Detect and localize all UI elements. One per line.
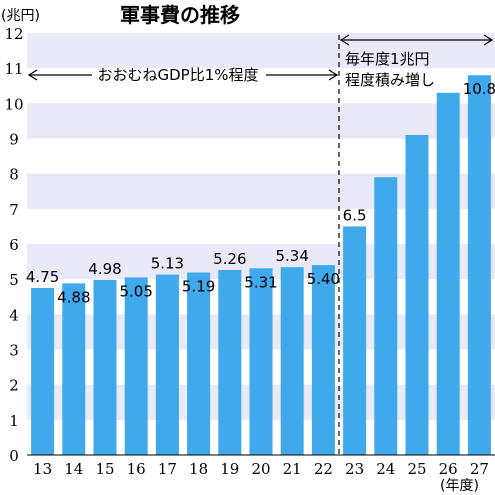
period1-annotation: おおむねGDP比1%程度 (97, 66, 258, 84)
x-tick-label: 17 (158, 460, 177, 478)
x-tick-label: 21 (283, 460, 302, 478)
arrow-head-left (27, 69, 38, 81)
y-tick-label: 0 (9, 447, 19, 465)
bar (155, 274, 179, 455)
y-tick-label: 1 (9, 412, 19, 430)
x-tick-label: 14 (64, 460, 83, 478)
bar (187, 272, 211, 455)
bar (93, 279, 117, 455)
x-tick-label: 16 (127, 460, 146, 478)
arrow-head-right (483, 34, 494, 46)
data-label: 6.5 (343, 206, 367, 224)
x-tick-label: 13 (33, 460, 52, 478)
y-tick-label: 8 (9, 166, 19, 184)
data-label: 4.88 (57, 288, 90, 306)
period2-annotation-line2: 程度積み増し (345, 71, 435, 89)
x-ticks: 13 14 15 16 17 18 19 20 21 22 23 24 25 26 27 (33, 460, 489, 478)
bars (31, 75, 491, 456)
data-label: 10.8 (463, 80, 495, 98)
y-tick-label: 10 (4, 95, 23, 113)
x-tick-label: 22 (314, 460, 333, 478)
x-tick-label: 26 (439, 460, 458, 478)
data-label: 5.13 (151, 255, 184, 273)
data-label: 5.19 (182, 277, 215, 295)
grid-band (27, 103, 495, 139)
x-tick-label: 20 (251, 460, 270, 478)
data-label: 4.75 (26, 268, 59, 286)
data-label: 5.40 (307, 270, 340, 288)
x-tick-label: 23 (345, 460, 364, 478)
bar (249, 268, 273, 455)
data-label: 5.05 (119, 282, 152, 300)
bar (467, 75, 491, 455)
bar (280, 267, 304, 455)
x-axis-label: (年度) (440, 478, 479, 494)
y-tick-label: 2 (9, 377, 19, 395)
grid-band (27, 33, 495, 69)
bar (124, 277, 148, 455)
data-label: 4.98 (88, 260, 121, 278)
bar (31, 287, 55, 455)
bar (405, 134, 429, 455)
bar (343, 226, 367, 455)
x-tick-label: 19 (220, 460, 239, 478)
data-label: 5.26 (213, 250, 246, 268)
bar (218, 270, 242, 455)
bar (436, 92, 460, 456)
bar (374, 177, 398, 455)
y-tick-label: 4 (9, 306, 19, 324)
data-label: 5.31 (244, 273, 277, 291)
y-tick-label: 7 (9, 201, 19, 219)
period2-annotation-line1: 毎年度1兆円 (345, 50, 430, 68)
arrow-head-left (339, 34, 350, 46)
bar (62, 283, 86, 455)
x-tick-label: 25 (407, 460, 426, 478)
y-tick-label: 5 (9, 271, 19, 289)
bar (311, 265, 335, 455)
y-tick-label: 6 (9, 236, 19, 254)
data-labels: 4.75 4.88 4.98 5.05 5.13 5.19 5.26 5.31 5.34 5.40… (26, 80, 495, 306)
period-arrows (27, 34, 494, 81)
x-tick-label: 15 (95, 460, 114, 478)
y-tick-label: 3 (9, 342, 19, 360)
arrow-head-right (328, 69, 339, 81)
data-label: 5.34 (275, 247, 308, 265)
x-tick-label: 18 (189, 460, 208, 478)
y-axis-label: (兆円) (1, 8, 40, 24)
chart-title: 軍事費の推移 (120, 3, 240, 27)
x-tick-label: 24 (376, 460, 395, 478)
x-tick-label: 27 (470, 460, 489, 478)
y-tick-label: 9 (9, 131, 19, 149)
y-tick-label: 11 (4, 60, 23, 78)
y-tick-label: 12 (4, 25, 23, 43)
